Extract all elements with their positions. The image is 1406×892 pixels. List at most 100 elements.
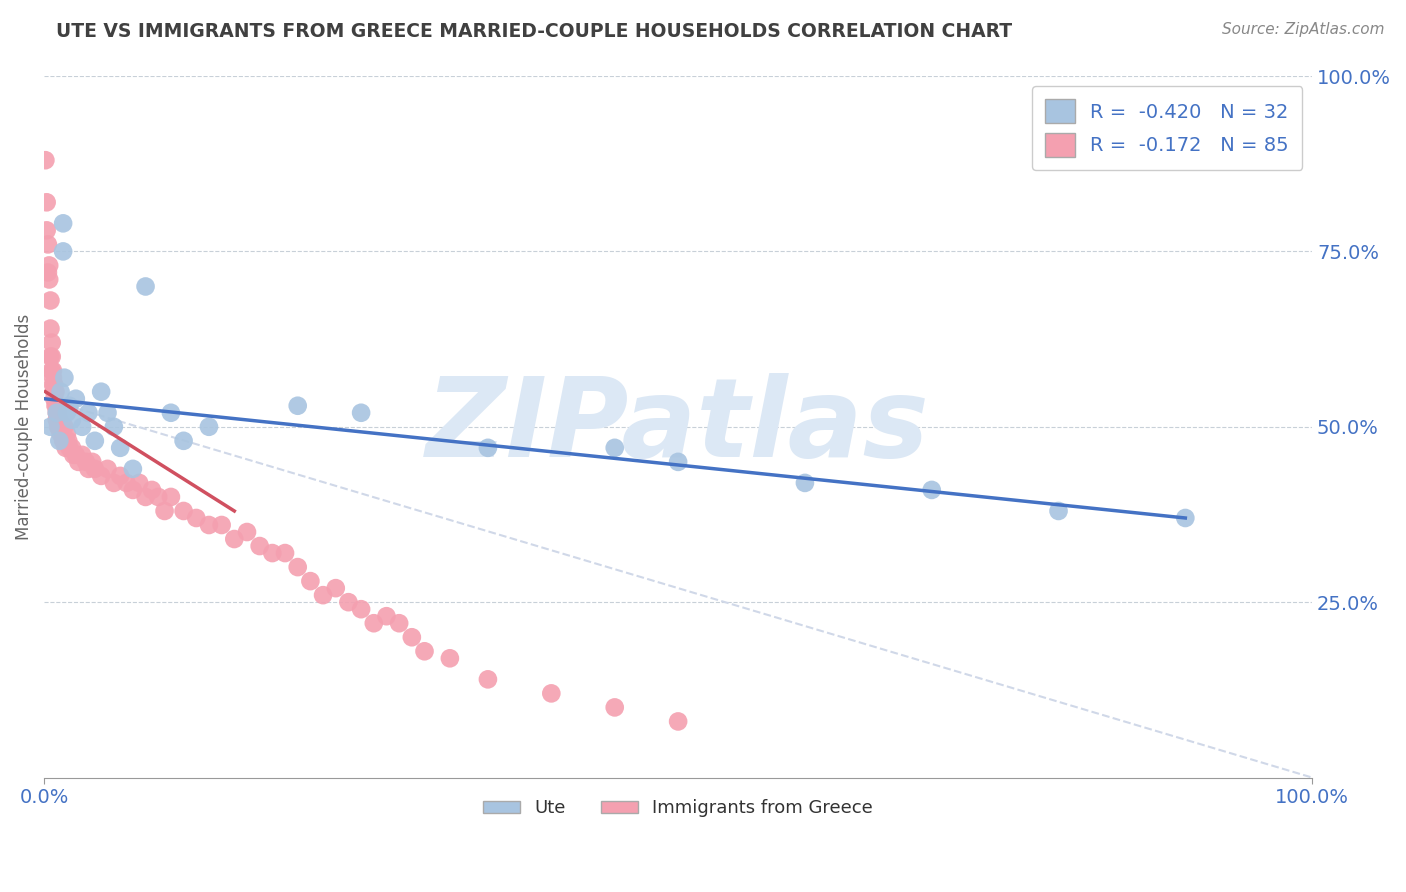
Point [287,560,309,574]
Point [540,686,562,700]
Point [56,426,79,441]
Point [211,518,233,533]
Point [44,392,66,406]
Point [921,483,943,497]
Point [666,714,689,729]
Point [35,195,58,210]
Point [42,377,65,392]
Point [75,455,97,469]
Point [37,237,59,252]
Point [287,399,309,413]
Point [388,616,411,631]
Point [439,651,461,665]
Point [53,370,76,384]
Point [236,524,259,539]
Point [46,419,69,434]
Point [793,475,815,490]
Point [49,384,72,399]
Point [39,350,62,364]
Point [52,434,75,448]
Point [325,581,347,595]
Point [41,335,63,350]
Point [198,419,221,434]
Point [122,462,145,476]
Point [249,539,271,553]
Point [60,413,83,427]
Point [77,462,100,476]
Point [45,399,67,413]
Point [160,490,183,504]
Point [603,700,626,714]
Point [45,406,67,420]
Text: ZIPatlas: ZIPatlas [426,373,929,480]
Point [48,434,70,448]
Point [42,364,65,378]
Text: UTE VS IMMIGRANTS FROM GREECE MARRIED-COUPLE HOUSEHOLDS CORRELATION CHART: UTE VS IMMIGRANTS FROM GREECE MARRIED-CO… [56,22,1012,41]
Point [413,644,436,658]
Point [38,259,60,273]
Point [41,350,63,364]
Point [96,406,118,420]
Point [70,448,93,462]
Point [58,434,80,448]
Point [666,455,689,469]
Point [90,469,112,483]
Point [1047,504,1070,518]
Point [49,426,72,441]
Point [49,419,72,434]
Point [41,364,63,378]
Point [52,216,75,230]
Point [128,475,150,490]
Text: Source: ZipAtlas.com: Source: ZipAtlas.com [1222,22,1385,37]
Point [35,223,58,237]
Point [274,546,297,560]
Point [65,392,87,406]
Y-axis label: Married-couple Households: Married-couple Households [15,314,32,540]
Point [173,434,195,448]
Point [56,406,79,420]
Point [53,419,76,434]
Point [186,511,208,525]
Point [198,518,221,533]
Point [70,419,93,434]
Point [312,588,335,602]
Point [90,384,112,399]
Point [39,419,62,434]
Point [141,483,163,497]
Point [65,448,87,462]
Point [52,244,75,259]
Point [135,490,157,504]
Point [44,384,66,399]
Point [44,377,66,392]
Point [262,546,284,560]
Point [45,413,67,427]
Point [58,399,80,413]
Point [34,153,56,168]
Point [53,434,76,448]
Point [115,475,138,490]
Point [350,406,373,420]
Point [337,595,360,609]
Point [42,370,65,384]
Point [173,504,195,518]
Point [96,462,118,476]
Point [52,426,75,441]
Point [38,272,60,286]
Point [67,455,90,469]
Point [103,475,125,490]
Point [51,419,73,434]
Point [45,406,67,420]
Point [39,293,62,308]
Point [363,616,385,631]
Point [401,630,423,644]
Point [350,602,373,616]
Point [135,279,157,293]
Point [62,448,84,462]
Point [60,441,83,455]
Point [108,469,131,483]
Point [108,441,131,455]
Point [1174,511,1197,525]
Point [299,574,322,588]
Point [160,406,183,420]
Point [603,441,626,455]
